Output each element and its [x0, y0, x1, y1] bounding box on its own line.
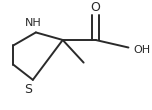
Text: NH: NH: [24, 18, 41, 28]
Text: OH: OH: [133, 45, 150, 55]
Text: S: S: [24, 83, 32, 96]
Text: O: O: [90, 1, 100, 14]
